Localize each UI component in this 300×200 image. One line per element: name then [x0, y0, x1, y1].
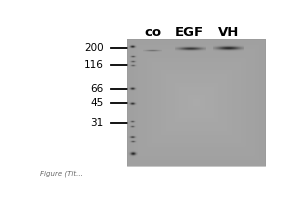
Bar: [127, 39, 266, 166]
Text: Figure (Tit...: Figure (Tit...: [40, 171, 83, 177]
Text: 31: 31: [91, 118, 104, 128]
Text: 200: 200: [84, 43, 104, 53]
Text: VH: VH: [218, 26, 239, 39]
Text: 66: 66: [91, 84, 104, 94]
Text: co: co: [144, 26, 161, 39]
Text: EGF: EGF: [175, 26, 204, 39]
Text: 45: 45: [91, 98, 104, 108]
Text: 116: 116: [84, 60, 104, 70]
